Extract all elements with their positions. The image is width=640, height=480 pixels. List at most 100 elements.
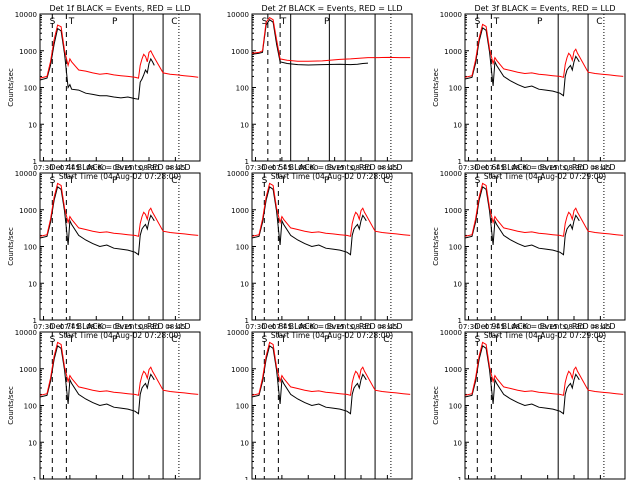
x-tick-label: 08:00 <box>511 323 531 331</box>
x-tick-label: 08:45 <box>590 164 610 172</box>
x-tick-label: 07:45 <box>60 323 80 331</box>
chart-panel-7: Det 7f BLACK = Events, RED = LLD 1 10 100 10… <box>7 322 201 480</box>
y-tick-label: 10000 <box>15 170 37 178</box>
series-line-events <box>464 344 580 415</box>
phase-marker: C <box>171 17 177 27</box>
plot-frame <box>39 13 201 162</box>
x-tick-label: 07:45 <box>485 323 505 331</box>
x-tick-label: 07:45 <box>272 323 292 331</box>
x-tick-label: 08:30 <box>351 164 371 172</box>
x-tick-label: 07:30 <box>33 164 53 172</box>
x-tick-label: 08:30 <box>139 164 159 172</box>
y-tick-label: 10000 <box>440 11 462 19</box>
chart-panel-9: Det 9f BLACK = Events, RED = LLD 1 10 100 10… <box>432 322 626 480</box>
chart-title: Det 8f BLACK = Events, RED = LLD <box>261 322 402 331</box>
series-line-events <box>464 185 580 256</box>
x-tick-label: 08:15 <box>325 164 345 172</box>
y-tick-label: 1 <box>33 158 37 166</box>
phase-marker: T <box>280 176 287 186</box>
y-tick-label: 1 <box>33 317 37 325</box>
series-line-lld <box>251 341 411 396</box>
x-tick-label: 08:45 <box>165 164 185 172</box>
plot-frame <box>39 172 201 321</box>
y-tick-label: 1 <box>245 158 249 166</box>
phase-marker: S <box>50 176 56 186</box>
y-tick-label: 1 <box>33 476 37 480</box>
series-line-lld <box>251 16 411 62</box>
chart-panel-8: Det 8f BLACK = Events, RED = LLD 1 10 100 10… <box>227 322 413 480</box>
x-axis-label: Start Time (04-Aug-02 07:28:00) <box>271 331 393 340</box>
y-tick-label: 1000 <box>231 48 249 56</box>
phase-marker: P <box>112 335 118 345</box>
y-tick-label: 10 <box>453 280 462 288</box>
chart-title: Det 2f BLACK = Events, RED = LLD <box>261 4 402 13</box>
x-tick-label: 08:00 <box>298 164 318 172</box>
series-line-lld <box>464 23 624 78</box>
plot-frame <box>464 331 626 480</box>
chart-title: Det 5f BLACK = Events, RED = LLD <box>261 163 402 172</box>
series-line-events <box>39 185 155 256</box>
y-tick-label: 10000 <box>15 329 37 337</box>
x-axis-label: Start Time (04-Aug-02 07:29:00) <box>484 331 606 340</box>
plot-frame <box>251 172 413 321</box>
y-tick-label: 100 <box>236 244 249 252</box>
phase-marker: T <box>493 17 500 27</box>
chart-title: Det 7f BLACK = Events, RED = LLD <box>49 322 190 331</box>
chart-title: Det 6f BLACK = Events, RED = LLD <box>474 163 615 172</box>
series-line-events <box>251 185 367 256</box>
x-axis-label: Start Time (04-Aug-02 07:29:00) <box>484 172 606 181</box>
y-tick-label: 1000 <box>231 207 249 215</box>
y-tick-label: 10 <box>240 121 249 129</box>
y-tick-label: 1000 <box>231 366 249 374</box>
phase-marker: T <box>280 17 287 27</box>
series-line-events <box>251 18 369 66</box>
x-tick-label: 08:15 <box>538 164 558 172</box>
y-tick-label: 10 <box>28 121 37 129</box>
x-tick-label: 07:30 <box>33 323 53 331</box>
phase-marker: C <box>383 335 389 345</box>
x-tick-label: 08:45 <box>165 323 185 331</box>
x-axis-label: Start Time (04-Aug-02 07:28:00) <box>271 172 393 181</box>
x-tick-label: 08:00 <box>511 164 531 172</box>
y-tick-label: 10 <box>453 439 462 447</box>
y-tick-label: 100 <box>24 403 37 411</box>
phase-marker: T <box>493 176 500 186</box>
phase-marker: S <box>475 17 481 27</box>
x-tick-label: 08:00 <box>86 164 106 172</box>
y-axis-label: Counts/sec <box>7 386 15 425</box>
y-axis-label: Counts/sec <box>7 227 15 266</box>
y-tick-label: 100 <box>24 244 37 252</box>
phase-marker: S <box>50 335 56 345</box>
x-tick-label: 08:15 <box>538 323 558 331</box>
series-line-events <box>251 344 367 415</box>
x-tick-label: 07:30 <box>245 164 265 172</box>
y-tick-label: 10 <box>28 439 37 447</box>
x-tick-label: 08:45 <box>377 323 397 331</box>
chart-panel-6: Det 6f BLACK = Events, RED = LLD 1 10 100 10… <box>432 163 626 340</box>
x-tick-label: 08:15 <box>113 323 133 331</box>
phase-marker: S <box>262 17 268 27</box>
phase-marker: P <box>324 176 330 186</box>
phase-marker: S <box>475 176 481 186</box>
phase-marker: T <box>68 17 75 27</box>
plot-frame <box>464 13 626 162</box>
x-tick-label: 07:45 <box>272 164 292 172</box>
series-line-lld <box>39 341 199 396</box>
chart-panel-3: Det 3f BLACK = Events, RED = LLD 1 10 100 10… <box>432 4 626 181</box>
y-axis-label: Counts/sec <box>432 386 440 425</box>
y-axis-label: Counts/sec <box>432 68 440 107</box>
phase-marker: C <box>596 17 602 27</box>
phase-marker: P <box>324 335 330 345</box>
phase-marker: C <box>383 176 389 186</box>
series-line-lld <box>464 182 624 237</box>
phase-marker: T <box>280 335 287 345</box>
phase-marker: S <box>262 176 268 186</box>
y-tick-label: 100 <box>236 85 249 93</box>
phase-marker: T <box>68 335 75 345</box>
chart-panel-4: Det 4f BLACK = Events, RED = LLD 1 10 100 10… <box>7 163 201 340</box>
y-tick-label: 100 <box>449 85 462 93</box>
x-tick-label: 08:30 <box>564 323 584 331</box>
y-tick-label: 10 <box>28 280 37 288</box>
series-line-lld <box>464 341 624 396</box>
